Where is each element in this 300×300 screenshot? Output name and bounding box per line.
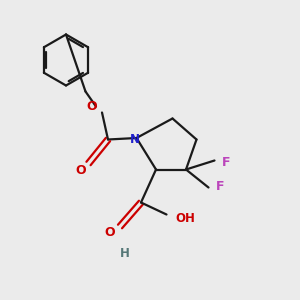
Text: O: O [86, 100, 97, 113]
Text: F: F [222, 155, 230, 169]
Text: H: H [120, 247, 129, 260]
Text: OH: OH [176, 212, 195, 226]
Text: N: N [130, 133, 140, 146]
Text: O: O [104, 226, 115, 239]
Text: F: F [216, 179, 224, 193]
Text: O: O [76, 164, 86, 178]
